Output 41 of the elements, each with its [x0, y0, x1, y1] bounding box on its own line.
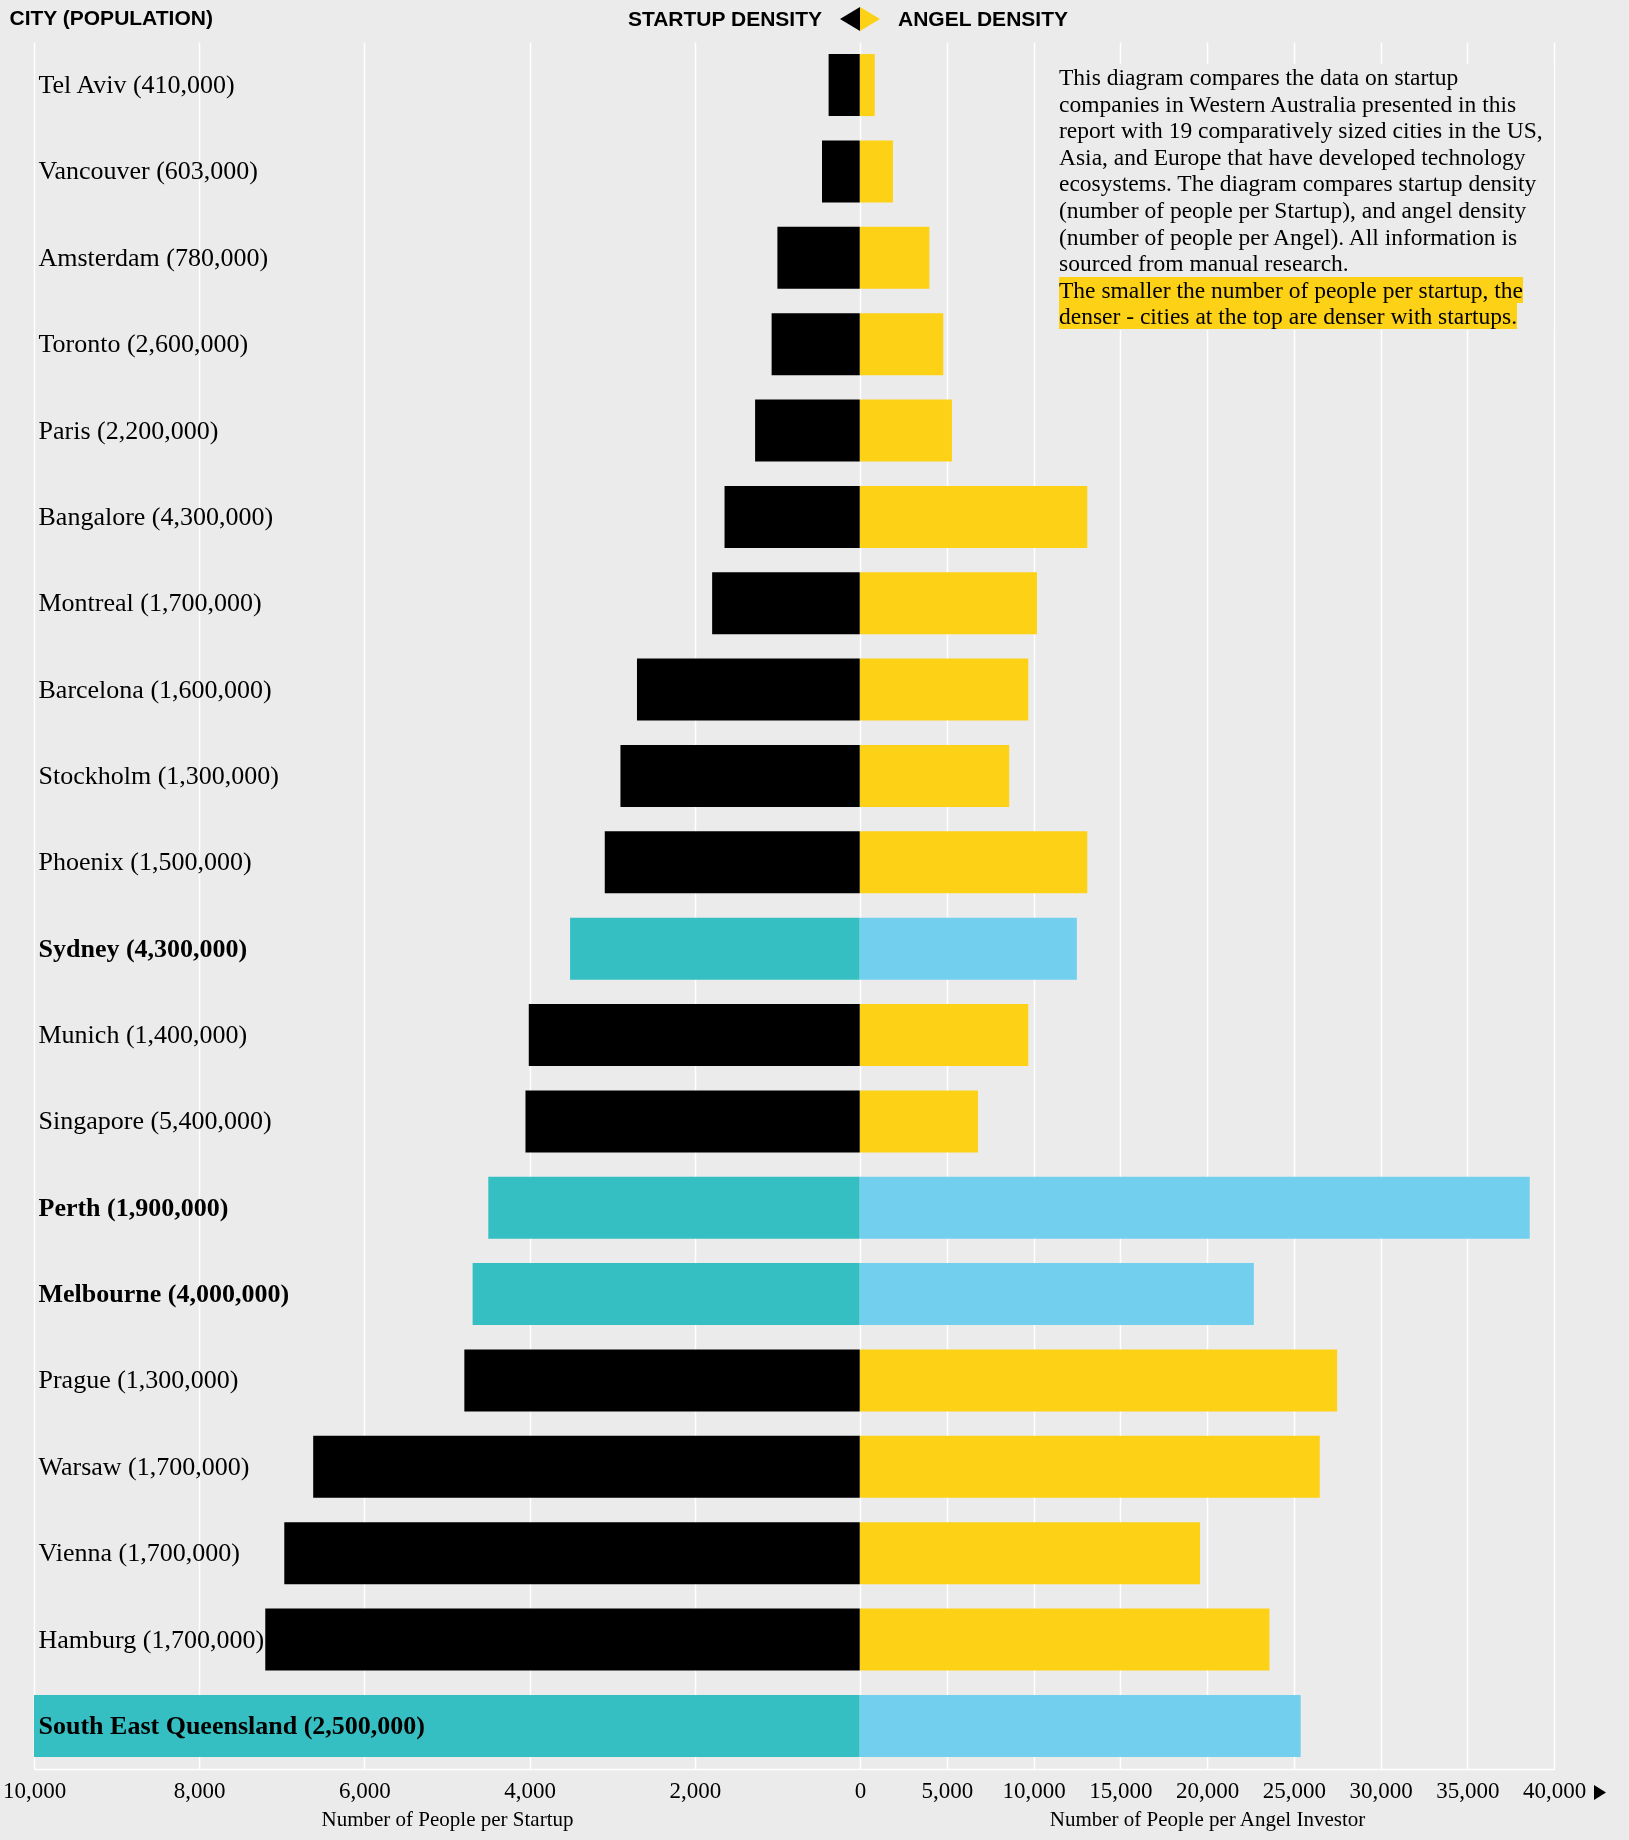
- x-tick-label: 40,000: [1522, 1777, 1587, 1803]
- y-tick-label: Stockholm (1,300,000): [38, 760, 279, 790]
- x-tick-label: 2,000: [669, 1777, 722, 1803]
- legend-label: ANGEL DENSITY: [898, 7, 1068, 31]
- y-tick-label: Vancouver (603,000): [38, 156, 258, 186]
- y-tick-label: Vienna (1,700,000): [38, 1538, 240, 1568]
- y-tick-label: Warsaw (1,700,000): [38, 1451, 250, 1481]
- y-tick-label: Singapore (5,400,000): [38, 1106, 272, 1136]
- y-tick-label: Munich (1,400,000): [38, 1020, 248, 1050]
- y-tick-label: Paris (2,200,000): [38, 415, 219, 445]
- x-tick-label: 5,000: [921, 1777, 974, 1803]
- y-tick-label: Sydney (4,300,000): [38, 933, 248, 963]
- x-tick-label: 30,000: [1349, 1777, 1413, 1803]
- x-tick-label: 10,000: [1002, 1777, 1066, 1803]
- annotation: The smaller the number of people per startup, the denser - cities at the top are denser with startups.: [1059, 276, 1523, 330]
- y-tick-label: Hamburg (1,700,000): [38, 1624, 265, 1654]
- y-tick-label: Melbourne (4,000,000): [38, 1279, 290, 1309]
- y-tick-label: Prague (1,300,000): [38, 1365, 239, 1395]
- y-tick-label: Bangalore (4,300,000): [38, 501, 274, 531]
- y-tick-label: Toronto (2,600,000): [38, 329, 249, 359]
- x-tick-label: 8,000: [173, 1777, 226, 1803]
- x-tick-label: 6,000: [339, 1777, 391, 1803]
- annotation: This diagram compares the data on startup companies in Western Australia presented in this report with 19 comparatively sized cities in the US, Asia, and Europe that have developed technology ecosystems. The diagram compares startup density (number of people per Startup), and angel density (number of people per Angel). All information is sourced from manual research.: [1059, 64, 1543, 277]
- x-tick-label: 10,000: [2, 1777, 67, 1803]
- y-axis-title: CITY (POPULATION): [9, 5, 213, 29]
- x-tick-label: 25,000: [1262, 1777, 1326, 1803]
- x-tick-label: 20,000: [1175, 1777, 1240, 1803]
- legend-label: STARTUP DENSITY: [627, 7, 822, 31]
- y-tick-label: Amsterdam (780,000): [38, 242, 269, 272]
- y-tick-label: South East Queensland (2,500,000): [38, 1710, 425, 1740]
- x-tick-label: 0: [854, 1777, 867, 1803]
- y-tick-label: Tel Aviv (410,000): [38, 70, 235, 100]
- x-tick-label: 35,000: [1436, 1777, 1500, 1803]
- y-tick-label: Perth (1,900,000): [38, 1192, 229, 1222]
- x-axis-title: Number of People per Startup: [321, 1806, 574, 1831]
- y-tick-label: Barcelona (1,600,000): [38, 674, 272, 704]
- x-tick-label: 15,000: [1089, 1777, 1153, 1803]
- y-tick-label: Phoenix (1,500,000): [38, 847, 252, 877]
- x-tick-label: 4,000: [504, 1777, 556, 1803]
- x-axis-title: Number of People per Angel Investor: [1049, 1806, 1366, 1831]
- y-tick-label: Montreal (1,700,000): [38, 588, 262, 618]
